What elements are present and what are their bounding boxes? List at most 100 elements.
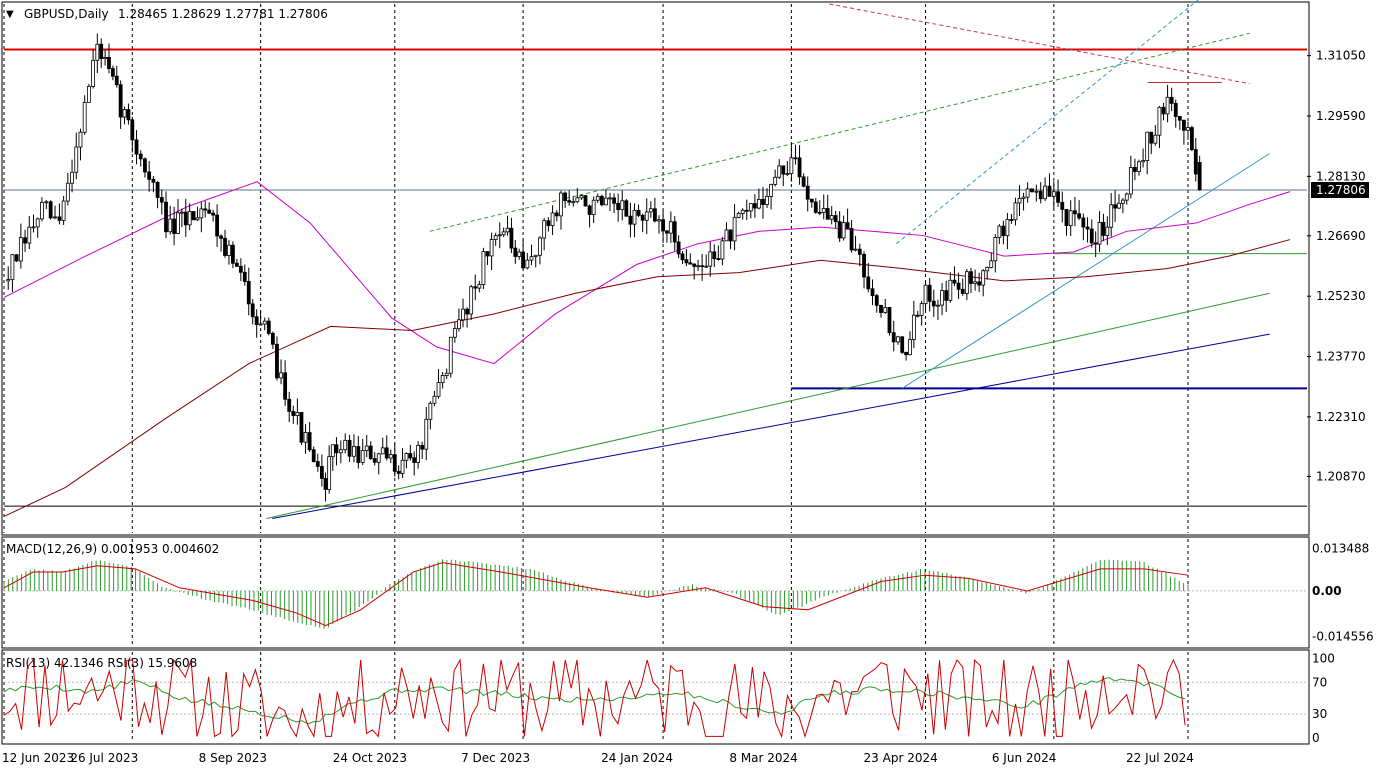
candle-body: [900, 336, 905, 353]
candle-body: [696, 265, 700, 268]
candle-body: [107, 56, 111, 69]
candle-body: [159, 197, 164, 203]
candle-body: [155, 181, 160, 198]
trend-lines: [266, 0, 1270, 520]
candle-body: [1149, 131, 1154, 144]
candle-body: [207, 209, 212, 214]
candle-body: [923, 284, 928, 305]
candle-body: [70, 171, 74, 184]
candle-body: [1109, 204, 1114, 228]
candle-body: [740, 209, 745, 214]
candle-body: [883, 307, 888, 313]
candle-body: [428, 402, 433, 420]
candle-body: [384, 447, 389, 459]
rsi-y-tick-label: 100: [1312, 651, 1335, 665]
candle-body: [279, 372, 283, 379]
rsi3-line: [3, 658, 1186, 739]
candle-body: [1157, 106, 1162, 136]
x-tick-label: 8 Sep 2023: [199, 751, 267, 765]
candle-body: [187, 211, 192, 226]
candle-body: [829, 215, 834, 220]
candle-body: [665, 230, 669, 234]
x-tick-label: 7 Dec 2023: [461, 751, 530, 765]
candle-body: [258, 323, 263, 326]
rsi-label: RSI(13) 42.1346 RSI(3) 15.9608: [6, 656, 197, 670]
candle-body: [870, 288, 875, 296]
symbol-dropdown-icon[interactable]: ▼: [6, 9, 14, 20]
candle-body: [891, 332, 896, 343]
y-tick-label: 1.22310: [1316, 410, 1366, 424]
candle-body: [521, 251, 525, 269]
candle-body: [27, 226, 32, 244]
candle-body: [420, 444, 425, 450]
candle-body: [1165, 96, 1170, 115]
candle-body: [138, 153, 143, 160]
candle-body: [563, 192, 567, 202]
candle-body: [604, 197, 608, 206]
candle-body: [327, 456, 332, 490]
candle-body: [736, 212, 741, 218]
candle-body: [227, 244, 231, 256]
candle-body: [993, 237, 998, 262]
candle-body: [936, 304, 940, 307]
rsi-plot: 100 70 30 0: [3, 651, 1335, 745]
candle-body: [477, 284, 482, 289]
candle-body: [716, 258, 721, 261]
candle-body: [773, 176, 778, 185]
candle-body: [927, 284, 932, 302]
candle-body: [1030, 188, 1034, 193]
candle-body: [579, 195, 584, 199]
candle-body: [712, 251, 717, 260]
candle-body: [234, 262, 239, 267]
candle-body: [915, 314, 920, 317]
candle-body: [1133, 167, 1137, 172]
y-tick-label: 1.20870: [1316, 469, 1366, 483]
candle-body: [412, 457, 417, 463]
candle-body: [35, 218, 40, 228]
trend-line: [272, 333, 1270, 520]
candle-body: [757, 199, 761, 209]
candle-body: [1017, 198, 1022, 204]
trend-line: [266, 292, 1270, 520]
candle-body: [497, 234, 502, 237]
candle-body: [688, 262, 693, 265]
candle-body: [122, 109, 127, 118]
candle-body: [559, 192, 563, 217]
candle-body: [948, 279, 953, 301]
candle-body: [1186, 127, 1190, 131]
candle-body: [432, 395, 437, 404]
candle-body: [74, 146, 79, 173]
candle-body: [575, 197, 580, 203]
candle-body: [849, 228, 854, 251]
candle-body: [720, 240, 725, 260]
candle-body: [862, 253, 866, 278]
candle-body: [680, 253, 685, 261]
candle-body: [546, 220, 551, 226]
candle-body: [587, 205, 592, 215]
candle-body: [18, 237, 23, 262]
candle-body: [408, 453, 413, 459]
candle-body: [343, 439, 348, 451]
candle-body: [452, 328, 457, 338]
candle-body: [404, 453, 409, 461]
candle-body: [254, 316, 259, 326]
candle-body: [509, 227, 514, 249]
candle-body: [1043, 185, 1048, 200]
candle-body: [793, 157, 798, 160]
candle-body: [168, 218, 173, 233]
candle-body: [493, 235, 498, 240]
candle-body: [533, 254, 538, 258]
trend-line: [901, 153, 1270, 389]
rsi-y-tick-label: 0: [1312, 731, 1320, 745]
candle-body: [554, 212, 559, 217]
candle-body: [513, 247, 518, 257]
candle-body: [1197, 162, 1202, 191]
candle-body: [291, 410, 296, 417]
candle-body: [583, 195, 588, 207]
y-tick-label: 1.23770: [1316, 350, 1366, 364]
candle-body: [989, 260, 994, 268]
candle-body: [172, 218, 177, 234]
candle-body: [143, 158, 147, 173]
